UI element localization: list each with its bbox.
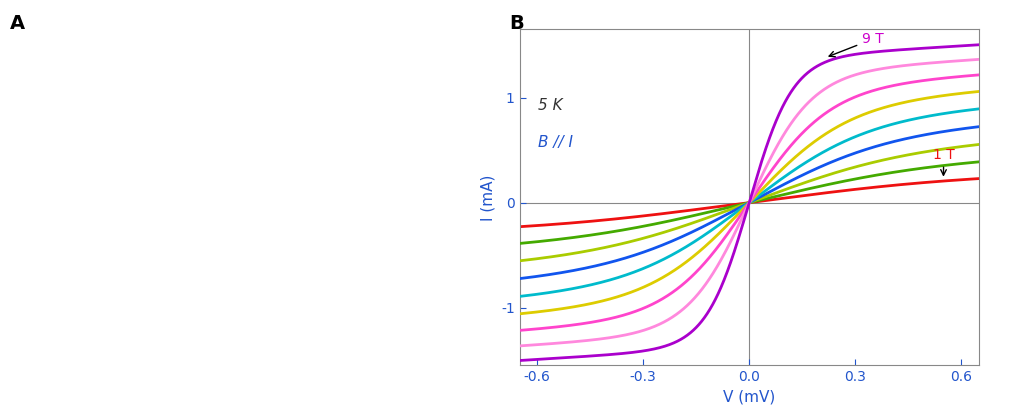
Text: B: B (510, 14, 525, 34)
Text: A: A (10, 14, 25, 34)
Text: 1 T: 1 T (932, 147, 955, 175)
Y-axis label: I (mA): I (mA) (480, 174, 495, 220)
Text: B // I: B // I (538, 135, 573, 150)
Text: 9 T: 9 T (829, 32, 884, 57)
X-axis label: V (mV): V (mV) (723, 390, 775, 405)
Text: 5 K: 5 K (538, 98, 563, 113)
